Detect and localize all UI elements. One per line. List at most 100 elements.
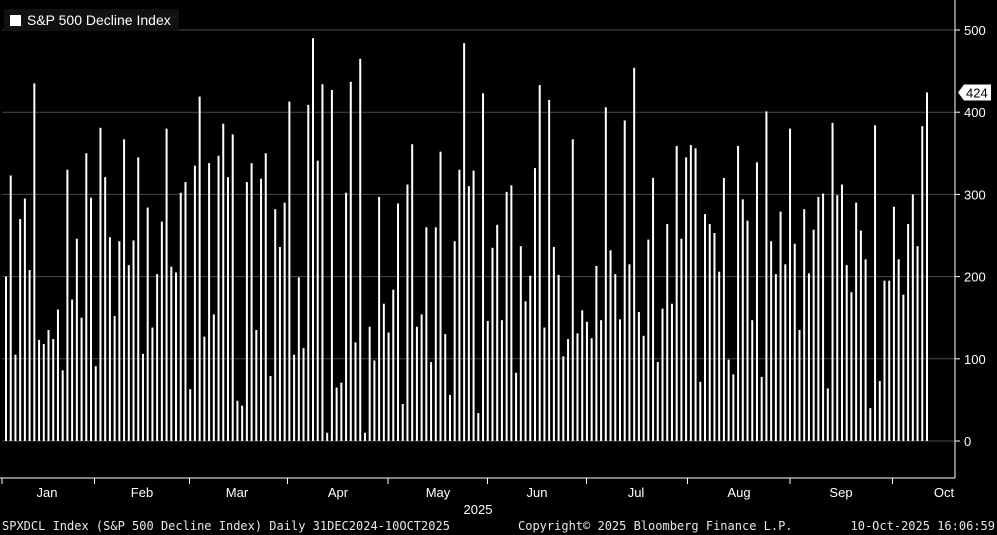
bar — [680, 238, 683, 441]
bar — [751, 320, 754, 441]
bar — [85, 153, 88, 442]
bar — [23, 198, 26, 441]
bar — [864, 259, 867, 441]
bar — [80, 317, 83, 441]
bar — [90, 197, 93, 441]
bar — [845, 265, 848, 441]
bar — [245, 182, 248, 441]
bar — [52, 339, 55, 441]
bar — [217, 155, 220, 441]
bar — [387, 332, 390, 441]
legend-label: S&P 500 Decline Index — [27, 12, 171, 28]
x-tick-label: May — [426, 485, 451, 500]
bar — [727, 359, 730, 441]
bar — [840, 184, 843, 442]
bar — [633, 67, 636, 441]
bar — [567, 339, 570, 441]
y-tick-label: 500 — [964, 23, 986, 38]
bar — [156, 274, 159, 441]
footer-copyright: Copyright© 2025 Bloomberg Finance L.P. — [518, 519, 793, 533]
bar — [477, 413, 480, 441]
bar — [524, 301, 527, 441]
bar — [340, 382, 343, 441]
y-tick-label: 400 — [964, 105, 986, 120]
x-tick-label: Jul — [628, 485, 645, 500]
bar — [208, 163, 211, 441]
bar — [614, 274, 617, 441]
footer-ticker-description: SPXDCL Index (S&P 500 Decline Index) Dai… — [2, 519, 450, 533]
bar — [255, 330, 258, 441]
bar — [94, 366, 97, 441]
bar — [755, 162, 758, 441]
bar — [9, 175, 12, 442]
last-value-badge: 424 — [958, 84, 991, 101]
bar — [345, 192, 348, 441]
bar — [859, 230, 862, 441]
bar — [770, 241, 773, 441]
bar — [165, 128, 168, 441]
bar — [382, 303, 385, 441]
x-tick-label: Feb — [131, 485, 153, 500]
bar — [448, 394, 451, 441]
bar — [453, 241, 456, 441]
bar — [803, 209, 806, 441]
bar — [874, 125, 877, 441]
bar — [722, 177, 725, 441]
y-tick-label: 100 — [964, 352, 986, 367]
bar — [807, 273, 810, 441]
bar — [316, 160, 319, 441]
bar — [411, 144, 414, 441]
bar — [491, 247, 494, 441]
bar — [850, 292, 853, 441]
bar — [628, 264, 631, 441]
bar — [661, 308, 664, 441]
bar — [118, 241, 121, 441]
x-tick-label: Oct — [934, 485, 955, 500]
bar — [430, 362, 433, 441]
bar — [193, 165, 196, 441]
bar — [250, 163, 253, 441]
bar — [288, 101, 291, 441]
bar — [571, 139, 574, 441]
bar — [458, 169, 461, 442]
bar — [637, 311, 640, 441]
bar — [274, 209, 277, 441]
bar — [472, 170, 475, 441]
bar — [392, 289, 395, 441]
bar — [883, 280, 886, 441]
bar — [921, 126, 924, 442]
bar — [911, 194, 914, 441]
bar — [302, 348, 305, 441]
bar — [529, 275, 532, 441]
bar — [19, 219, 22, 441]
bar — [293, 354, 296, 441]
bar — [415, 326, 418, 441]
bar — [283, 202, 286, 441]
bar — [71, 299, 74, 441]
bar — [619, 319, 621, 441]
bar — [784, 264, 787, 441]
bar — [5, 276, 7, 441]
bar — [869, 408, 872, 441]
bar — [826, 388, 829, 441]
bar — [878, 380, 881, 441]
bar — [543, 327, 546, 441]
bar — [359, 58, 362, 442]
x-tick-label: Sep — [829, 485, 852, 500]
bar — [666, 223, 669, 441]
bar — [444, 334, 447, 441]
bar — [538, 85, 541, 441]
bar — [137, 157, 140, 441]
bar — [467, 186, 470, 441]
bar — [812, 229, 815, 441]
bar — [141, 353, 144, 441]
bar — [307, 104, 310, 442]
bar — [585, 321, 588, 441]
bar — [401, 404, 404, 441]
bar — [822, 193, 825, 441]
bar — [689, 145, 692, 441]
bar — [604, 107, 607, 442]
bar — [642, 335, 645, 441]
y-tick-label: 300 — [964, 187, 986, 202]
